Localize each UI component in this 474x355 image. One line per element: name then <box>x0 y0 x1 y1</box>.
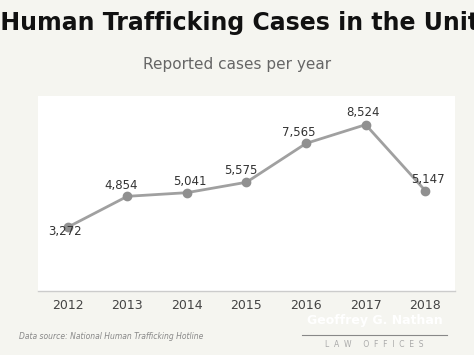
Text: 5,147: 5,147 <box>411 173 445 186</box>
Text: 5,575: 5,575 <box>224 164 257 178</box>
Text: 3,272: 3,272 <box>48 225 82 238</box>
Text: 8,524: 8,524 <box>346 106 379 119</box>
Text: Data source: National Human Trafficking Hotline: Data source: National Human Trafficking … <box>19 332 203 341</box>
Text: 4,854: 4,854 <box>105 179 138 192</box>
Text: Reported Human Trafficking Cases in the United States: Reported Human Trafficking Cases in the … <box>0 11 474 35</box>
Text: Reported cases per year: Reported cases per year <box>143 57 331 72</box>
Text: 7,565: 7,565 <box>282 126 316 138</box>
Text: 5,041: 5,041 <box>173 175 207 189</box>
Text: L  A  W     O  F  F  I  C  E  S: L A W O F F I C E S <box>325 340 424 349</box>
Text: Geoffrey G. Nathan: Geoffrey G. Nathan <box>307 313 442 327</box>
